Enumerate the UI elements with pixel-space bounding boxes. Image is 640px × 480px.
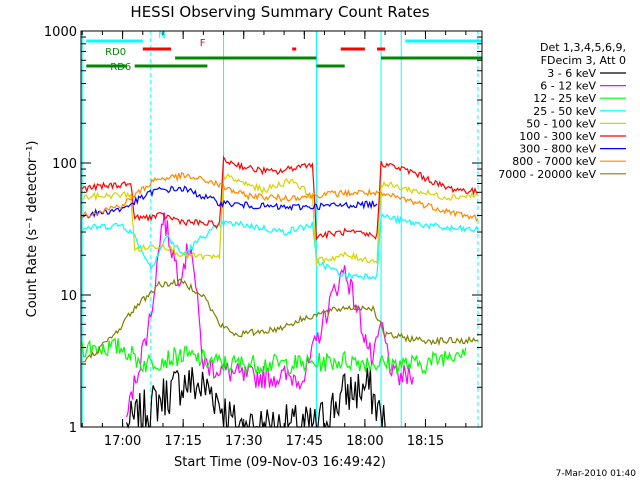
legend-entry-25-50-kev: 25 - 50 keV xyxy=(533,105,596,118)
legend-entry-12-25-kev: 12 - 25 keV xyxy=(533,92,596,105)
x-tick-label-18-00: 18:00 xyxy=(346,434,383,449)
legend-entry-7000-20000-kev: 7000 - 20000 keV xyxy=(498,168,596,181)
y-tick-label-1000: 1000 xyxy=(44,25,77,40)
legend-entry-50-100-kev: 50 - 100 keV xyxy=(526,117,596,130)
series-line-25-50-kev xyxy=(81,213,479,281)
x-tick-label-17-15: 17:15 xyxy=(164,434,201,449)
plot-frame xyxy=(80,30,483,428)
legend-header-line-0: Det 1,3,4,5,6,9, xyxy=(540,41,626,54)
series-line-50-100-kev xyxy=(82,173,479,267)
mode-annotations: N F RD0 RD6 xyxy=(86,30,482,73)
series-line-12-25-kev xyxy=(81,337,467,375)
y-tick-label-1: 1 xyxy=(69,421,77,436)
x-tick-label-17-00: 17:00 xyxy=(104,434,141,449)
y-tick-label-100: 100 xyxy=(52,157,77,172)
legend-entry-100-300-kev: 100 - 300 keV xyxy=(519,130,596,143)
x-tick-label-17-45: 17:45 xyxy=(286,434,323,449)
legend-entry-300-800-kev: 300 - 800 keV xyxy=(519,143,596,156)
annotation-label-rd6: RD6 xyxy=(110,62,131,73)
y-axis: 1 10 100 1000 xyxy=(44,25,482,436)
x-tick-label-17-30: 17:30 xyxy=(225,434,262,449)
annotation-label-n: N xyxy=(158,30,165,41)
series-layer xyxy=(81,155,479,429)
y-axis-label: Count Rate (s⁻¹ detector⁻¹) xyxy=(25,141,40,318)
series-line-6-12-kev xyxy=(126,212,414,418)
x-axis: 17:00 17:15 17:30 17:45 18:00 18:15 xyxy=(81,31,467,449)
y-tick-label-10: 10 xyxy=(60,289,77,304)
series-line-7000-20000-kev xyxy=(82,278,479,363)
x-axis-label: Start Time (09-Nov-03 16:49:42) xyxy=(174,455,386,470)
legend-header-line-1: FDecim 3, Att 0 xyxy=(541,54,626,67)
annotation-label-f: F xyxy=(200,38,206,49)
annotation-label-rd0: RD0 xyxy=(105,47,126,58)
series-line-300-800-kev xyxy=(81,185,378,219)
series-line-800-7000-kev xyxy=(81,171,479,222)
legend-entry-800-7000-kev: 800 - 7000 keV xyxy=(512,155,596,168)
legend-entry-6-12-kev: 6 - 12 keV xyxy=(540,80,596,93)
series-line-100-300-kev xyxy=(81,155,479,242)
x-tick-label-18-15: 18:15 xyxy=(407,434,444,449)
legend-entry-3-6-kev: 3 - 6 keV xyxy=(547,67,596,80)
legend: Det 1,3,4,5,6,9,FDecim 3, Att 03 - 6 keV… xyxy=(498,41,626,181)
footer-timestamp: 7-Mar-2010 01:40 xyxy=(556,469,637,479)
chart-title: HESSI Observing Summary Count Rates xyxy=(130,3,429,21)
